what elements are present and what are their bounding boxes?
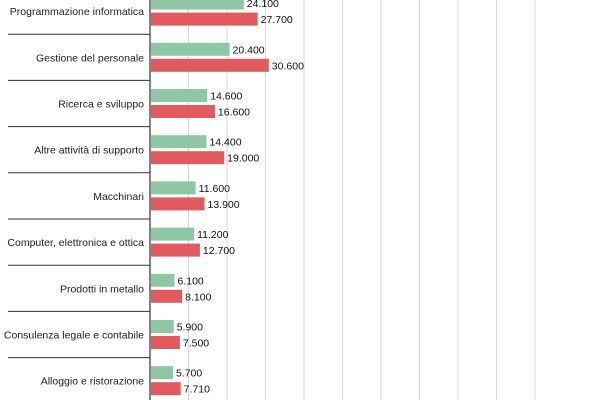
- value-label: 8.100: [185, 291, 211, 303]
- green-bar: [151, 135, 207, 149]
- value-labels: 24.100 27.700 20.400 30.600 14.600 16.600 14.4…: [176, 0, 304, 396]
- value-label: 16.600: [218, 107, 250, 119]
- green-bar: [151, 320, 174, 333]
- green-bar: [151, 0, 244, 10]
- category-labels: Programmazione informatica Gestione del p…: [4, 6, 144, 388]
- value-label: 27.700: [261, 14, 293, 26]
- category-label: Macchinari: [93, 191, 144, 203]
- green-bar: [151, 89, 208, 102]
- value-label: 11.200: [197, 229, 228, 241]
- value-label: 5.900: [177, 322, 203, 334]
- category-label: Programmazione informatica: [10, 6, 144, 18]
- red-bar: [151, 382, 181, 396]
- category-label: Gestione del personale: [36, 52, 144, 64]
- value-label: 12.700: [203, 245, 235, 257]
- red-bar: [151, 105, 215, 118]
- value-label: 19.000: [227, 153, 259, 165]
- category-label: Consulenza legale e contabile: [4, 330, 144, 342]
- category-label: Altre attività di supporto: [34, 145, 144, 157]
- value-label: 14.600: [210, 91, 242, 103]
- value-label: 13.900: [208, 199, 240, 211]
- green-bar: [151, 227, 195, 241]
- category-label: Prodotti in metallo: [60, 283, 144, 295]
- green-bar: [151, 42, 230, 56]
- red-bar: [151, 151, 225, 165]
- category-label: Ricerca e sviluppo: [58, 99, 144, 111]
- bars: [151, 0, 269, 396]
- red-bar: [151, 12, 258, 26]
- green-bar: [151, 181, 196, 195]
- value-label: 11.600: [199, 183, 230, 195]
- category-separators: [8, 33, 150, 359]
- green-bar: [151, 366, 173, 380]
- value-label: 7.500: [183, 338, 209, 350]
- value-label: 5.700: [176, 368, 202, 380]
- red-bar: [151, 243, 200, 257]
- value-label: 20.400: [233, 44, 265, 56]
- category-label: Computer, elettronica e ottica: [7, 237, 144, 249]
- red-bar: [151, 58, 269, 72]
- value-label: 7.710: [184, 384, 210, 396]
- value-label: 6.100: [177, 275, 203, 287]
- red-bar: [151, 289, 183, 303]
- value-label: 30.600: [272, 60, 304, 72]
- category-label: Alloggio e ristorazione: [41, 376, 144, 388]
- red-bar: [151, 197, 205, 211]
- value-label: 14.400: [209, 137, 241, 149]
- red-bar: [151, 336, 180, 349]
- value-label: 24.100: [247, 0, 279, 10]
- green-bar: [151, 273, 175, 287]
